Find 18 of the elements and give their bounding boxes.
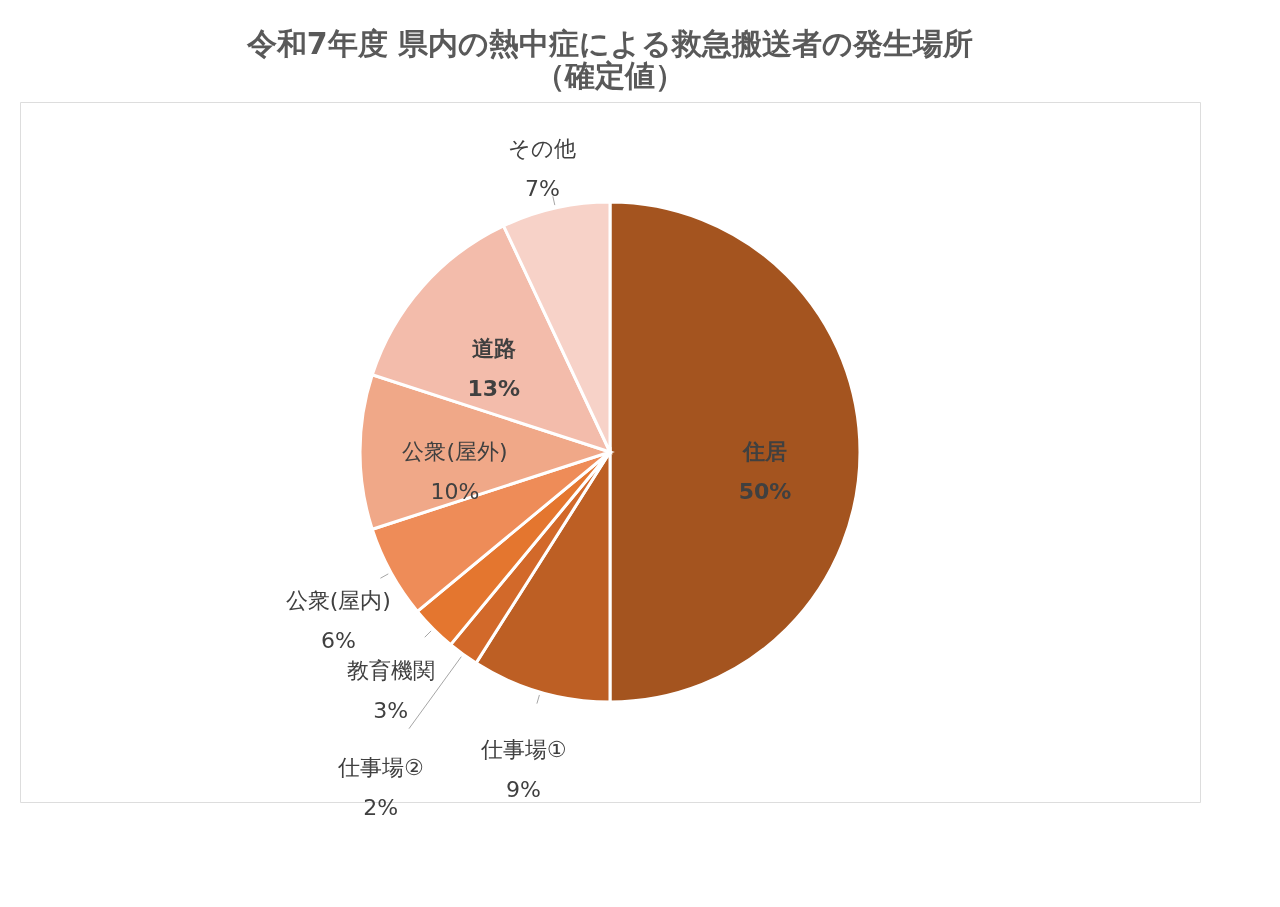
data-label: 50% <box>738 479 792 504</box>
slice-label: 仕事場② <box>336 754 424 780</box>
slice-label: 道路 <box>471 336 516 362</box>
data-label: 10% <box>430 479 480 504</box>
data-label: 6% <box>320 628 356 654</box>
slice-label: 住居 <box>742 439 787 464</box>
data-label: 7% <box>524 176 560 202</box>
data-label: 9% <box>506 776 541 802</box>
slice-label: 公衆(屋内) <box>285 588 391 614</box>
data-label: 2% <box>363 794 399 820</box>
slice-label: その他 <box>508 136 577 162</box>
text: （確定値） <box>535 58 685 93</box>
slice-label: 公衆(屋外) <box>402 439 508 464</box>
slice-label: 仕事場① <box>479 736 567 762</box>
text: 令和7年度 県内の熱中症による救急搬送者の発生場所 <box>246 26 974 61</box>
data-label: 3% <box>373 698 409 724</box>
slice-label: 教育機関 <box>346 658 435 684</box>
data-label: 13% <box>467 376 521 402</box>
